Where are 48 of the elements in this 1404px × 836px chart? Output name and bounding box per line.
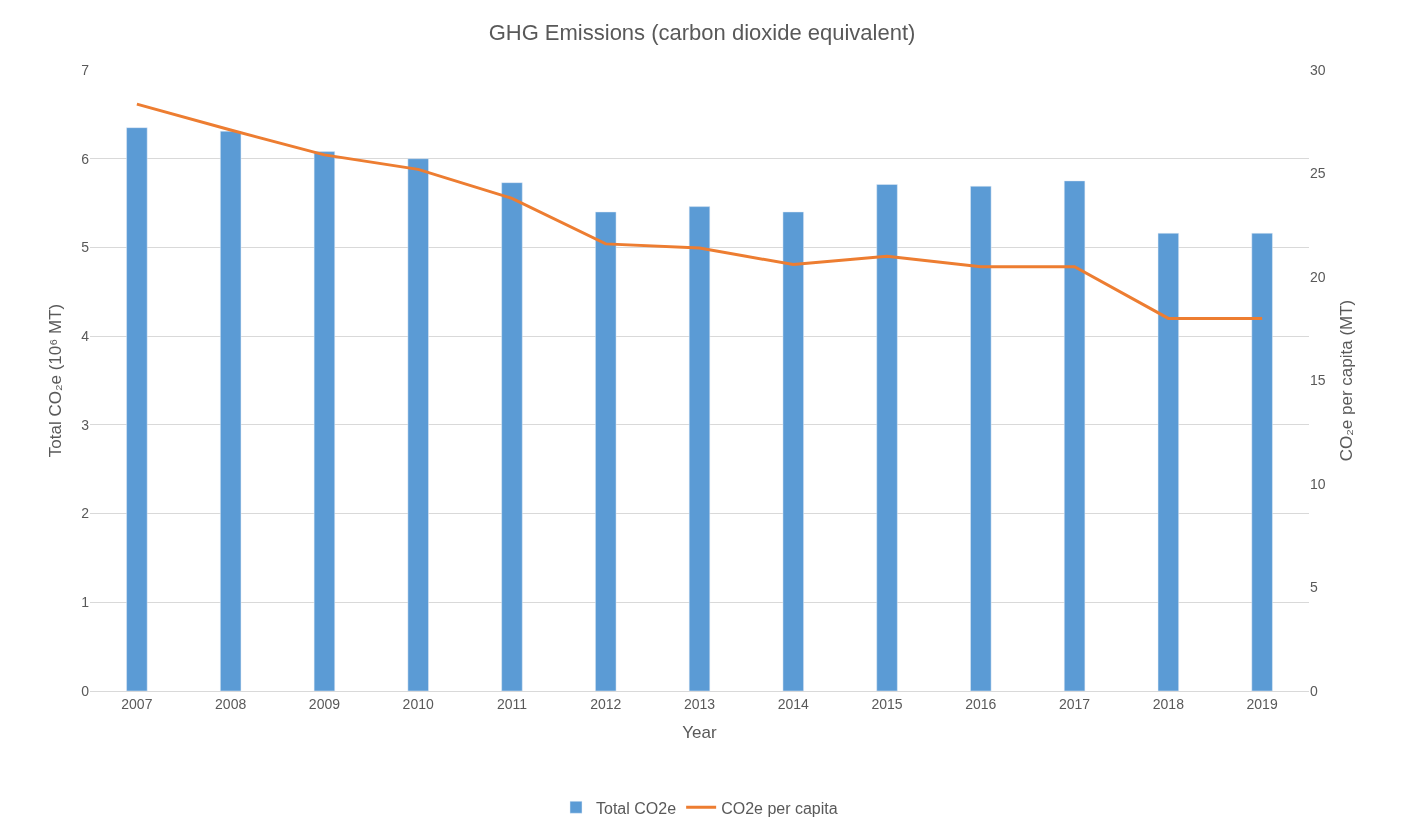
x-tick-label: 2013 — [683, 695, 716, 712]
y2-tick-label: 15 — [1310, 372, 1326, 389]
x-tick-label: 2014 — [777, 695, 810, 712]
bar — [407, 158, 429, 691]
x-tick-label: 2019 — [1246, 695, 1278, 712]
x-tick-label: 2009 — [308, 695, 341, 712]
y-axis-title: Total CO₂e (10⁶ MT) — [45, 303, 65, 458]
legend-label: Total CO2e — [596, 799, 677, 817]
legend-label: CO2e per capita — [721, 799, 838, 817]
y2-tick-label: 0 — [1310, 682, 1318, 699]
bar — [313, 151, 335, 691]
bar — [501, 182, 523, 691]
x-axis-title: Year — [682, 723, 718, 743]
x-tick-label: 2010 — [402, 695, 434, 712]
x-tick-label: 2008 — [215, 695, 247, 712]
y2-axis-title: CO₂e per capita (MT) — [1337, 299, 1357, 462]
bar — [1064, 180, 1086, 691]
bar — [876, 184, 898, 691]
y-tick-label: 7 — [81, 61, 90, 78]
y2-tick-label: 25 — [1310, 165, 1326, 182]
line-series — [135, 102, 1264, 320]
bar — [970, 185, 992, 691]
y-tick-label: 5 — [81, 239, 90, 256]
y2-tick-label: 10 — [1310, 475, 1326, 492]
bar — [126, 127, 148, 691]
y-tick-label: 4 — [81, 328, 90, 345]
y2-tick-label: 5 — [1310, 579, 1318, 596]
y-tick-label: 2 — [81, 505, 90, 522]
x-tick-label: 2018 — [1152, 695, 1185, 712]
x-tick-label: 2015 — [871, 695, 903, 712]
x-tick-label: 2016 — [965, 695, 997, 712]
y-tick-label: 3 — [81, 416, 90, 433]
bar — [688, 206, 711, 691]
y2-tick-label: 20 — [1310, 268, 1326, 285]
bar — [782, 211, 804, 691]
y-tick-label: 0 — [81, 682, 90, 699]
x-tick-label: 2007 — [121, 695, 153, 712]
bar — [220, 130, 242, 691]
y-tick-label: 6 — [81, 150, 90, 167]
y-tick-label: 1 — [81, 594, 90, 611]
x-tick-label: 2017 — [1059, 695, 1091, 712]
bar — [1251, 232, 1273, 691]
chart-title: GHG Emissions (carbon dioxide equivalent) — [488, 20, 916, 46]
bar — [1157, 232, 1179, 691]
x-tick-label: 2011 — [496, 695, 528, 712]
bar — [595, 211, 617, 691]
y2-tick-label: 30 — [1310, 61, 1326, 78]
x-tick-label: 2012 — [590, 695, 622, 712]
